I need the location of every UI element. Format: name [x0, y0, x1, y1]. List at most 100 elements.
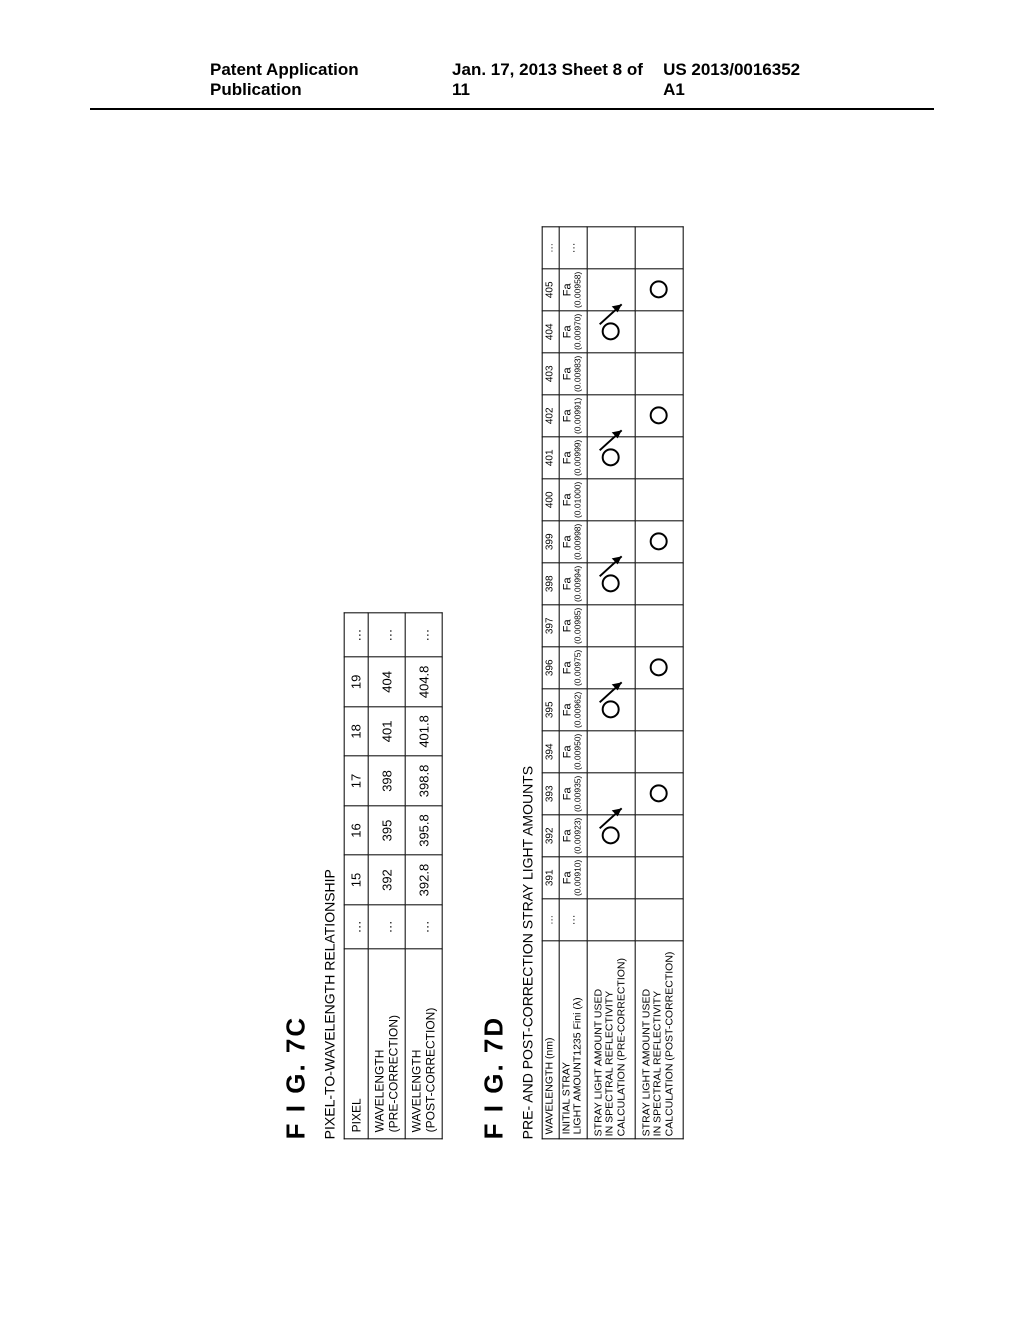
cell: [635, 689, 683, 731]
cell: Fa(0.00935): [559, 773, 587, 815]
cell: [635, 815, 683, 857]
circle-icon: [650, 533, 668, 551]
cell: 15: [344, 855, 368, 905]
cell: [587, 563, 635, 605]
cell: Fa(0.00983): [559, 353, 587, 395]
cell: …: [559, 227, 587, 269]
cell: 398: [542, 563, 559, 605]
post-row-label: WAVELENGTH (POST-CORRECTION): [405, 949, 442, 1139]
cell: Fa(0.00910): [559, 857, 587, 899]
fig-7d-label: F I G. 7D: [479, 0, 510, 1139]
cell: 393: [542, 773, 559, 815]
table-row: INITIAL STRAY LIGHT AMOUNT1235 Fini (λ) …: [559, 227, 587, 1139]
cell: [587, 815, 635, 857]
cell: Fa(0.00991): [559, 395, 587, 437]
cell: 392: [542, 815, 559, 857]
table-row: PIXEL … 15 16 17 18 19 …: [344, 613, 368, 1139]
cell: [587, 689, 635, 731]
cell: 394: [542, 731, 559, 773]
cell: [635, 773, 683, 815]
circle-icon: [650, 659, 668, 677]
cell: 398: [368, 756, 405, 806]
cell: Fa(0.00962): [559, 689, 587, 731]
table-row: STRAY LIGHT AMOUNT USED IN SPECTRAL REFL…: [587, 227, 635, 1139]
cell: 392: [368, 855, 405, 905]
cell: Fa(0.00994): [559, 563, 587, 605]
cell: [587, 521, 635, 563]
cell: 399: [542, 521, 559, 563]
post-calc-row-label: STRAY LIGHT AMOUNT USED IN SPECTRAL REFL…: [635, 941, 683, 1139]
cell: [635, 269, 683, 311]
cell: [635, 227, 683, 269]
cell: [587, 269, 635, 311]
cell: [635, 731, 683, 773]
cell: [587, 227, 635, 269]
cell: …: [542, 899, 559, 941]
cell: Fa(0.00970): [559, 311, 587, 353]
table-row: WAVELENGTH (nm) …39139239339439539639739…: [542, 227, 559, 1139]
fig-7c-table: PIXEL … 15 16 17 18 19 … WAVELENGTH (PRE…: [344, 613, 443, 1140]
cell: [587, 773, 635, 815]
cell: [587, 857, 635, 899]
cell: [635, 395, 683, 437]
fig-7d-caption: PRE- AND POST-CORRECTION STRAY LIGHT AMO…: [520, 0, 536, 1139]
cell: 17: [344, 756, 368, 806]
cell: 404: [542, 311, 559, 353]
circle-icon: [650, 281, 668, 299]
cell: 16: [344, 806, 368, 856]
cell: [635, 899, 683, 941]
rotated-content: F I G. 7C PIXEL-TO-WAVELENGTH RELATIONSH…: [281, 0, 720, 1139]
cell: 403: [542, 353, 559, 395]
cell: 19: [344, 657, 368, 707]
cell: [587, 353, 635, 395]
cell: 400: [542, 479, 559, 521]
cell: [635, 563, 683, 605]
cell: 401: [542, 437, 559, 479]
cell: [635, 605, 683, 647]
cell: …: [344, 905, 368, 949]
cell: 391: [542, 857, 559, 899]
cell: [635, 857, 683, 899]
cell: Fa(0.00975): [559, 647, 587, 689]
cell: 397: [542, 605, 559, 647]
cell: [587, 647, 635, 689]
cell: Fa(0.00923): [559, 815, 587, 857]
initial-row-label: INITIAL STRAY LIGHT AMOUNT1235 Fini (λ): [559, 941, 587, 1139]
fig-7d-section: F I G. 7D PRE- AND POST-CORRECTION STRAY…: [479, 0, 684, 1139]
cell: [635, 479, 683, 521]
table-row: STRAY LIGHT AMOUNT USED IN SPECTRAL REFL…: [635, 227, 683, 1139]
cell: Fa(0.00950): [559, 731, 587, 773]
cell: 395: [368, 806, 405, 856]
cell: [635, 437, 683, 479]
pre-calc-row-label: STRAY LIGHT AMOUNT USED IN SPECTRAL REFL…: [587, 941, 635, 1139]
cell: [587, 731, 635, 773]
circle-icon: [650, 785, 668, 803]
cell: [587, 311, 635, 353]
cell: 392.8: [405, 855, 442, 905]
cell: [587, 479, 635, 521]
cell: [587, 437, 635, 479]
pre-row-label: WAVELENGTH (PRE-CORRECTION): [368, 949, 405, 1139]
table-row: WAVELENGTH (POST-CORRECTION) … 392.8 395…: [405, 613, 442, 1139]
cell: [635, 311, 683, 353]
cell: 401: [368, 707, 405, 757]
table-row: WAVELENGTH (PRE-CORRECTION) … 392 395 39…: [368, 613, 405, 1139]
cell: [635, 521, 683, 563]
cell: [635, 353, 683, 395]
cell: 395.8: [405, 806, 442, 856]
circle-icon: [650, 407, 668, 425]
cell: Fa(0.00999): [559, 437, 587, 479]
cell: …: [405, 905, 442, 949]
cell: …: [542, 227, 559, 269]
cell: 404: [368, 657, 405, 707]
cell: …: [344, 613, 368, 657]
cell: 395: [542, 689, 559, 731]
cell: …: [559, 899, 587, 941]
cell: 402: [542, 395, 559, 437]
fig-7c-section: F I G. 7C PIXEL-TO-WAVELENGTH RELATIONSH…: [281, 0, 443, 1139]
cell: …: [368, 613, 405, 657]
fig-7c-label: F I G. 7C: [281, 0, 312, 1139]
cell: 396: [542, 647, 559, 689]
fig-7d-table: WAVELENGTH (nm) …39139239339439539639739…: [542, 226, 684, 1139]
cell: [587, 605, 635, 647]
